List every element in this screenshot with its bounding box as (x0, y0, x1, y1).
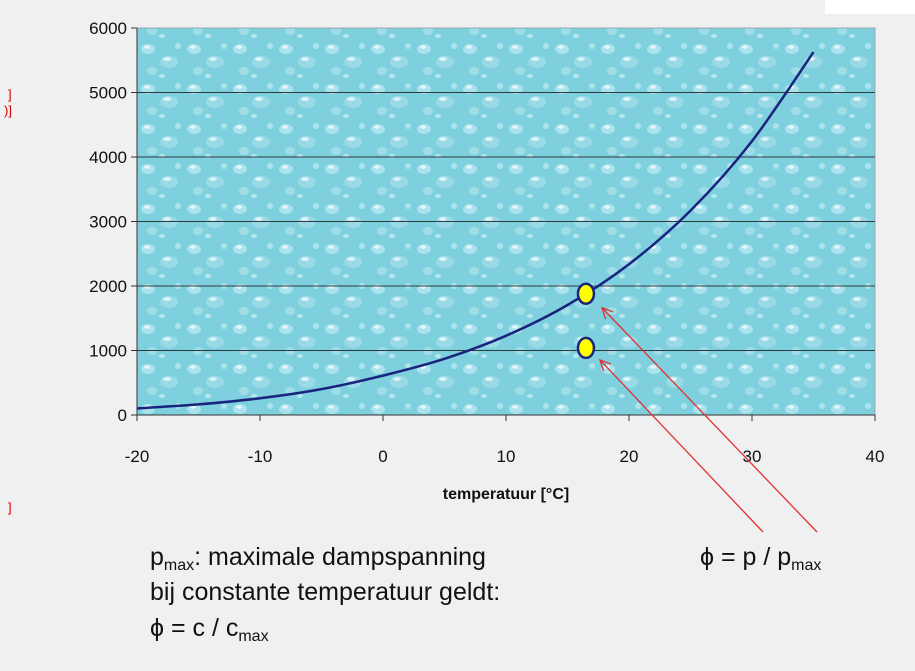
arrow-to-pmax-head (600, 306, 614, 320)
arrow-to-p-head (598, 358, 612, 372)
edge-fragment: ] (8, 87, 12, 102)
phi-c-formula: ϕ = c / cmax (150, 614, 269, 646)
x-tick-label: 40 (866, 447, 885, 466)
edge-fragment: ] (8, 500, 12, 515)
y-tick-label: 6000 (89, 19, 127, 38)
y-tick-label: 3000 (89, 213, 127, 232)
pmax-text: : maximale dampspanning (194, 543, 486, 571)
pmax-subscript: max (163, 557, 195, 574)
constant-temperature-line: bij constante temperatuur geldt: (150, 578, 501, 606)
pmax-symbol: p (150, 543, 164, 571)
x-tick-label: 30 (743, 447, 762, 466)
y-tick-label: 5000 (89, 84, 127, 103)
phi-p-formula: ϕ = p / pmax (700, 543, 821, 575)
phi-p-text: ϕ = p / p (700, 543, 792, 571)
edge-fragment: )] (4, 103, 12, 118)
x-tick-label: -20 (125, 447, 150, 466)
cmax-subscript: max (238, 628, 269, 645)
x-axis-title: temperatuur [°C] (443, 486, 569, 503)
y-tick-label: 4000 (89, 148, 127, 167)
y-tick-label: 2000 (89, 277, 127, 296)
saturation-curve (136, 51, 815, 410)
arrow-to-pmax (601, 307, 818, 533)
y-tick-label: 1000 (89, 342, 127, 361)
x-tick-label: 10 (497, 447, 516, 466)
x-tick-label: 20 (620, 447, 639, 466)
x-tick-label: -10 (248, 447, 273, 466)
x-tick-label: 0 (378, 447, 387, 466)
marker-p (576, 336, 596, 360)
y-tick-label: 0 (118, 406, 127, 425)
marker-pmax (576, 282, 596, 305)
phi-c-text: ϕ = c / c (150, 614, 239, 642)
pmax-definition: pmax: maximale dampspanning (150, 543, 486, 575)
pmax-subscript-2: max (791, 557, 822, 574)
arrow-to-p (599, 359, 764, 533)
